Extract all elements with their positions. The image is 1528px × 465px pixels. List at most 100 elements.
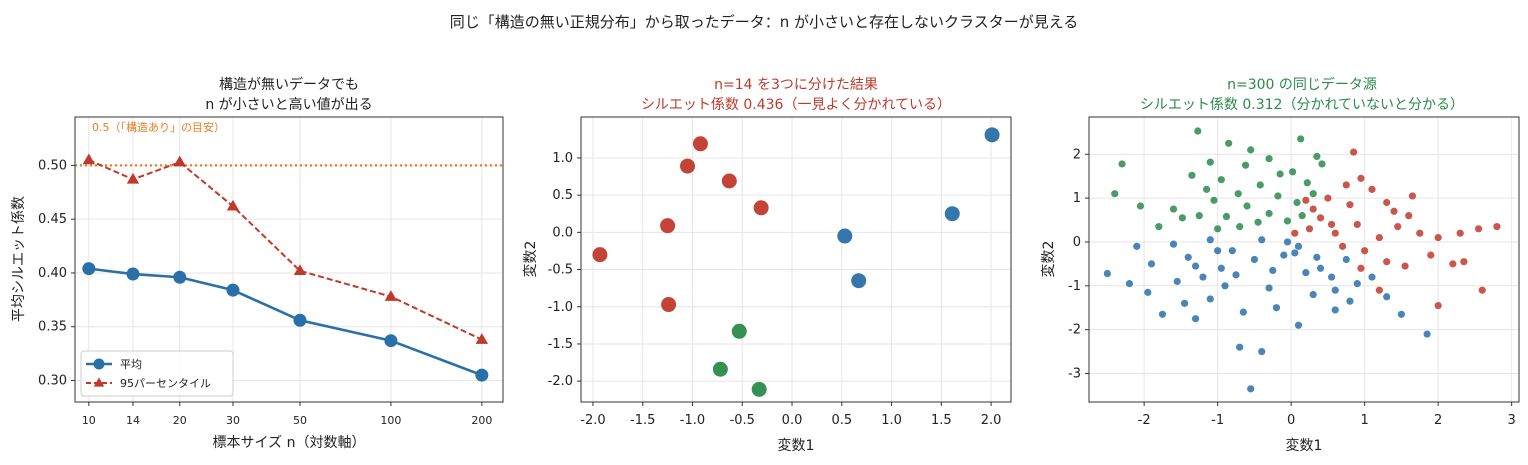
data-point-red xyxy=(1361,247,1369,255)
y-tick-label: 0.35 xyxy=(38,320,67,335)
data-point-blue xyxy=(1346,297,1354,305)
data-point-green xyxy=(1225,139,1233,147)
panel1-ticks: 10 14 20 30 50 100 200 0.30 0.35 0.40 0.45 0.50 xyxy=(38,158,492,427)
panel2-ticks: -2.0 -1.5 -1.0 -0.5 0.0 0.5 1.0 1.5 2.0 -2.0 -1.5 -… xyxy=(548,151,1002,428)
y-tick-label: -1.0 xyxy=(548,300,573,315)
x-tick-label: 200 xyxy=(471,414,492,427)
legend-marker-p95 xyxy=(93,377,105,387)
data-point-green xyxy=(1203,185,1211,193)
data-point-blue xyxy=(1272,304,1281,312)
y-tick-label: -2.0 xyxy=(548,374,573,389)
panel1-axes-frame xyxy=(74,116,504,403)
panel1-reference: 0.5（「構造あり」の目安） xyxy=(75,120,503,167)
x-tick-label: 30 xyxy=(226,414,240,427)
panel1-legend: 平均 95パーセンタイル xyxy=(80,350,234,397)
data-point-green xyxy=(1194,127,1202,135)
panel2-xlabel: 変数1 xyxy=(778,437,815,454)
data-point-green xyxy=(731,323,747,339)
data-point-green xyxy=(1234,190,1242,198)
data-point-blue xyxy=(1280,251,1288,259)
panel-scatter-n14: n=14 を3つに分けた結果 シルエット係数 0.436（一見よく分かれている）… xyxy=(522,77,1012,454)
data-point-blue xyxy=(1236,343,1244,351)
data-point-blue xyxy=(1125,280,1134,288)
data-point-green xyxy=(1283,217,1292,225)
data-point-p95 xyxy=(82,153,95,165)
data-point-green xyxy=(1222,212,1231,221)
y-tick-label: 0.30 xyxy=(38,373,67,388)
data-point-red xyxy=(1324,194,1332,202)
panel2-axes-frame xyxy=(580,116,1012,403)
data-point-green xyxy=(1243,202,1251,210)
data-point-red xyxy=(680,158,696,174)
data-point-p95 xyxy=(226,199,240,211)
y-tick-label: -2 xyxy=(1068,323,1081,338)
y-tick-label: 0.45 xyxy=(38,212,67,227)
data-point-red xyxy=(1401,262,1409,270)
data-point-red xyxy=(1291,229,1299,237)
data-point-blue xyxy=(1191,262,1200,270)
data-point-blue xyxy=(1217,264,1225,272)
data-point-blue xyxy=(1214,247,1222,255)
data-point-mean xyxy=(293,313,307,327)
y-tick-label: 0.0 xyxy=(552,225,573,240)
data-point-green xyxy=(1155,223,1163,231)
data-point-green xyxy=(1136,202,1145,210)
data-point-mean xyxy=(226,283,240,297)
x-tick-label: 2 xyxy=(1434,413,1442,428)
data-point-green xyxy=(1247,146,1255,154)
data-point-green xyxy=(1297,135,1305,143)
data-point-blue xyxy=(1269,266,1277,275)
data-point-green xyxy=(1178,214,1186,222)
data-point-green xyxy=(1265,209,1273,218)
data-point-red xyxy=(1368,185,1376,193)
data-point-green xyxy=(1169,205,1178,213)
data-point-green xyxy=(1217,176,1225,184)
data-point-red xyxy=(1408,192,1417,200)
y-tick-label: -1 xyxy=(1068,279,1081,294)
data-point-mean xyxy=(126,267,140,281)
data-point-green xyxy=(1236,223,1244,231)
data-point-red xyxy=(1474,225,1483,233)
y-tick-label: -1.5 xyxy=(548,337,573,352)
data-point-blue xyxy=(1228,247,1236,255)
data-point-red xyxy=(1493,223,1501,231)
data-point-green xyxy=(1241,161,1250,169)
x-tick-label: -1.5 xyxy=(630,413,655,428)
panel1-title-line1: 構造が無いデータでも xyxy=(219,76,359,93)
data-point-red xyxy=(1449,260,1457,268)
x-tick-label: -2.0 xyxy=(580,413,605,428)
x-tick-label: 100 xyxy=(380,414,401,427)
panel3-title-line1: n=300 の同じデータ源 xyxy=(1227,76,1377,93)
panel3-axes-frame xyxy=(1088,116,1520,403)
data-point-blue xyxy=(1199,273,1207,281)
data-point-green xyxy=(1293,198,1301,207)
data-point-blue xyxy=(1232,271,1240,279)
x-tick-label: 0.0 xyxy=(782,413,803,428)
data-point-blue xyxy=(851,273,867,289)
data-point-blue xyxy=(1397,310,1405,318)
data-point-red xyxy=(1390,207,1398,215)
x-tick-label: 3 xyxy=(1508,413,1516,428)
data-point-blue xyxy=(1368,273,1376,281)
data-point-green xyxy=(1313,152,1321,161)
data-point-blue xyxy=(1258,236,1266,244)
data-point-blue xyxy=(1239,308,1247,316)
data-point-blue xyxy=(1191,315,1200,323)
x-tick-label: 10 xyxy=(82,414,96,427)
y-tick-label: 2 xyxy=(1073,147,1081,162)
data-point-green xyxy=(1276,170,1284,178)
reference-line-label: 0.5（「構造あり」の目安） xyxy=(92,120,225,134)
data-point-green xyxy=(1318,160,1326,168)
x-tick-label: 20 xyxy=(173,414,187,427)
legend-marker-mean xyxy=(93,358,105,370)
y-tick-label: -3 xyxy=(1068,367,1081,382)
panel3-grid xyxy=(1089,117,1519,402)
data-point-red xyxy=(1434,301,1442,310)
data-point-blue xyxy=(837,228,853,244)
data-point-green xyxy=(1188,171,1196,179)
data-point-green xyxy=(1210,196,1218,204)
data-point-red xyxy=(1327,220,1336,229)
data-point-red xyxy=(1375,233,1383,242)
data-point-green xyxy=(1214,225,1222,233)
data-point-red xyxy=(1460,258,1468,266)
